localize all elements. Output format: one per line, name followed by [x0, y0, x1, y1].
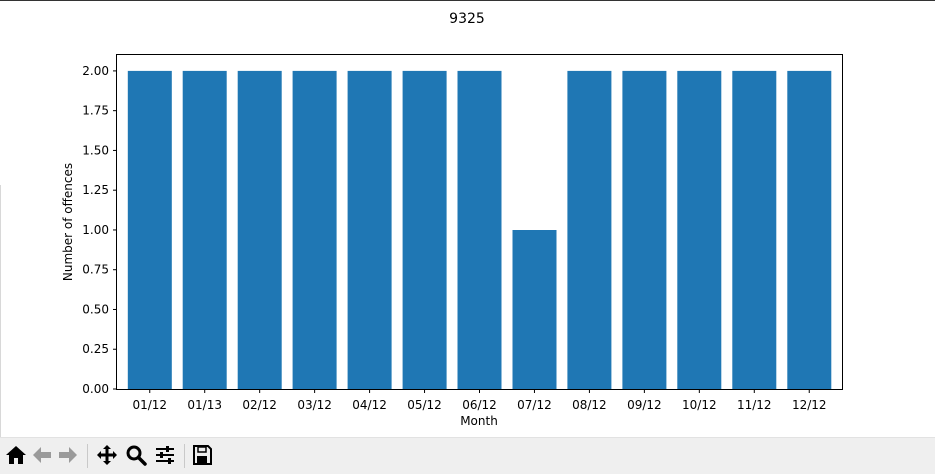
bar-04-12	[347, 70, 392, 390]
bar-05-12	[402, 70, 447, 390]
arrow-left-icon	[33, 447, 51, 463]
x-tick-label: 05/12	[407, 398, 442, 412]
magnifier-icon	[126, 445, 147, 466]
x-tick-label: 01/12	[132, 398, 167, 412]
toolbar-separator	[184, 444, 185, 468]
bar-10-12	[677, 70, 722, 390]
x-tick-label: 04/12	[352, 398, 387, 412]
x-axis-label: Month	[460, 414, 498, 428]
window-left-border	[0, 185, 1, 437]
home-icon	[6, 446, 26, 464]
chart-figure: 9325 0.00 0.25 0.50 0.75 1.00 1.25 1.50 1.75 2.0…	[61, 11, 843, 428]
y-tick-label: 1.50	[82, 143, 109, 157]
x-tick-label: 09/12	[627, 398, 662, 412]
chart-title: 9325	[449, 11, 485, 27]
x-tick-label: 08/12	[572, 398, 607, 412]
window-top-border	[0, 0, 935, 1]
bar-06-12	[457, 70, 502, 390]
bar-03-12	[292, 70, 337, 390]
bar-12-12	[787, 70, 832, 390]
y-tick-label: 0.50	[82, 302, 109, 316]
y-tick-label: 0.25	[82, 342, 109, 356]
y-tick-label: 1.25	[82, 183, 109, 197]
y-tick-label: 2.00	[82, 64, 109, 78]
home-button[interactable]	[4, 443, 28, 467]
navigation-toolbar	[0, 437, 935, 474]
floppy-disk-icon	[193, 445, 212, 465]
forward-button[interactable]	[56, 443, 80, 467]
y-tick-label: 0.00	[82, 382, 109, 396]
bar-01-13	[182, 70, 227, 390]
bar-02-12	[237, 70, 282, 390]
pan-button[interactable]	[95, 443, 119, 467]
arrow-right-icon	[59, 447, 77, 463]
x-tick-label: 01/13	[187, 398, 222, 412]
y-tick-label: 1.75	[82, 104, 109, 118]
x-tick-label: 06/12	[462, 398, 497, 412]
x-tick-label: 02/12	[242, 398, 277, 412]
bar-09-12	[622, 70, 667, 390]
x-axis: 01/12 01/13 02/12 03/12 04/12 05/12 06/12 07/12…	[132, 389, 827, 412]
sliders-icon	[156, 446, 174, 464]
x-tick-label: 07/12	[517, 398, 552, 412]
x-tick-label: 12/12	[792, 398, 827, 412]
bar-01-12	[127, 70, 172, 390]
bar-07-12	[512, 230, 557, 389]
y-axis: 0.00 0.25 0.50 0.75 1.00 1.25 1.50 1.75 2.00	[82, 64, 117, 396]
x-tick-label: 10/12	[682, 398, 717, 412]
y-tick-label: 0.75	[82, 263, 109, 277]
bar-11-12	[732, 70, 777, 390]
bar-08-12	[567, 70, 612, 390]
zoom-button[interactable]	[124, 443, 148, 467]
toolbar-separator	[87, 444, 88, 468]
back-button[interactable]	[30, 443, 54, 467]
bar-group	[127, 70, 832, 390]
configure-subplots-button[interactable]	[153, 443, 177, 467]
x-tick-label: 11/12	[737, 398, 772, 412]
y-axis-label: Number of offences	[61, 163, 75, 281]
y-tick-label: 1.00	[82, 223, 109, 237]
x-tick-label: 03/12	[297, 398, 332, 412]
move-icon	[97, 445, 117, 465]
save-button[interactable]	[190, 443, 214, 467]
